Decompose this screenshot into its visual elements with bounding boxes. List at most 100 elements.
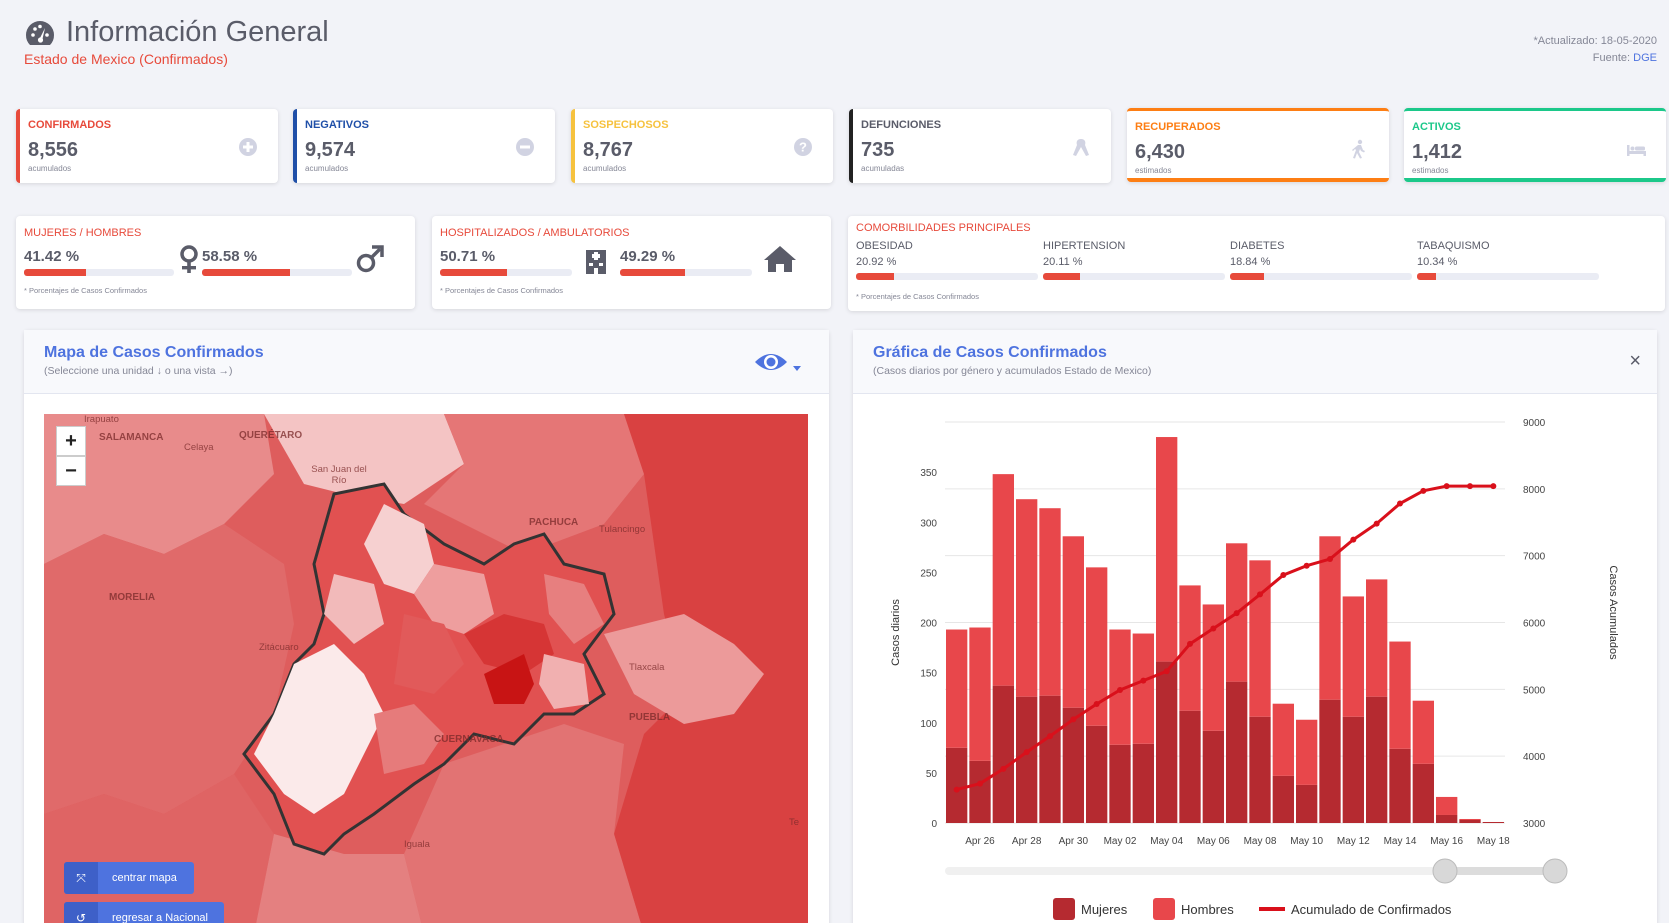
bar-mujeres	[1366, 696, 1388, 823]
cumulative-point	[1303, 562, 1310, 569]
bar-mujeres	[1459, 819, 1481, 823]
comorbidity-label: OBESIDAD	[856, 240, 913, 252]
stat-value: 6,430	[1135, 141, 1186, 163]
bar-mujeres	[1109, 744, 1131, 823]
stat-label: ACTIVOS	[1412, 121, 1461, 133]
close-chart-button[interactable]: ×	[1629, 350, 1641, 372]
female-icon	[180, 245, 198, 273]
x-tick-label: May 12	[1337, 836, 1370, 847]
bar-hombres	[1459, 818, 1481, 820]
map-place-label: Tulancingo	[599, 524, 646, 535]
map-place-label: Iguala	[404, 839, 430, 850]
bar-mujeres	[1202, 730, 1224, 823]
bar-mujeres	[1296, 784, 1318, 823]
stat-sublabel: acumulados	[305, 164, 349, 173]
bar-hombres	[992, 474, 1014, 686]
hospital-note: * Porcentajes de Casos Confirmados	[440, 286, 563, 295]
svg-text:?: ?	[799, 140, 807, 155]
bar-hombres	[1342, 596, 1364, 717]
confirmed-cases-chart: 3000 4000 5000 6000 7000 8000 9000 0 50 100 150 200…	[890, 418, 1619, 920]
comorbidity-label: TABAQUISMO	[1417, 240, 1490, 252]
chart-panel: Gráfica de Casos Confirmados (Casos diar…	[853, 330, 1657, 923]
cumulative-point	[1210, 625, 1217, 632]
stat-value: 1,412	[1412, 141, 1463, 163]
bar-mujeres	[1249, 716, 1271, 823]
male-icon	[356, 245, 384, 273]
stat-label: CONFIRMADOS	[28, 119, 112, 131]
bar-mujeres	[1226, 681, 1248, 823]
cumulative-point	[1467, 483, 1473, 490]
zoom-in-button[interactable]: +	[56, 426, 86, 456]
comorbidity-bar	[1043, 273, 1225, 280]
bar-hombres	[1132, 633, 1154, 744]
range-slider-handle-right[interactable]	[1542, 858, 1568, 884]
stat-sublabel: acumulados	[583, 164, 627, 173]
comorbidity-bar	[856, 273, 1038, 280]
range-slider-track	[945, 867, 1525, 875]
cumulative-point	[1117, 687, 1123, 694]
men-pct: 58.58 %	[202, 248, 258, 265]
updated-date: *Actualizado: 18-05-2020	[1533, 35, 1657, 47]
bar-hombres	[946, 629, 968, 748]
source-label: Fuente:	[1592, 52, 1631, 64]
comorbidity-label: HIPERTENSION	[1043, 240, 1126, 252]
home-icon	[764, 246, 796, 272]
cumulative-point	[1443, 483, 1450, 490]
y-axis-title: Casos diarios	[890, 599, 902, 666]
hospitalized-pct: 50.71 %	[440, 248, 496, 265]
legend-swatch-mujeres	[1053, 898, 1075, 920]
gender-title: MUJERES / HOMBRES	[24, 227, 142, 239]
cumulative-point	[953, 786, 960, 793]
bar-hombres	[1296, 719, 1318, 785]
map-regions[interactable]	[44, 414, 808, 923]
comorbidity-pct: 18.84 %	[1230, 256, 1271, 268]
bar-mujeres	[992, 685, 1014, 823]
comorbidities-note: * Porcentajes de Casos Confirmados	[856, 292, 979, 301]
cumulative-point	[1350, 536, 1357, 543]
y-tick-label: 100	[920, 719, 937, 730]
bar-mujeres	[1179, 710, 1201, 823]
x-tick-label: May 10	[1290, 836, 1323, 847]
map-place-label: Tlaxcala	[629, 662, 665, 673]
stat-value: 9,574	[305, 139, 356, 161]
hospitalized-bar	[440, 269, 572, 276]
y2-tick-label: 8000	[1523, 485, 1546, 496]
cumulative-point	[1373, 520, 1380, 527]
y-tick-label: 350	[920, 468, 937, 479]
center-map-button[interactable]: ⤧ centrar mapa	[64, 862, 194, 894]
x-tick-label: Apr 26	[965, 836, 995, 847]
chart-panel-subtitle: (Casos diarios por género y acumulados E…	[873, 365, 1152, 377]
map-place-label: CUERNAVACA	[434, 734, 504, 745]
map-place-label: San Juan del Río	[311, 464, 367, 486]
stat-card-confirmados: CONFIRMADOS 8,556 acumulados	[16, 109, 278, 183]
comorbidities-card: COMORBILIDADES PRINCIPALES OBESIDAD 20.92…	[848, 216, 1665, 311]
stat-label: RECUPERADOS	[1135, 121, 1221, 133]
bar-mujeres	[1482, 821, 1504, 823]
view-dropdown-eye-icon[interactable]	[753, 346, 805, 378]
stat-value: 735	[861, 139, 895, 161]
bar-hombres	[1389, 641, 1411, 749]
map-place-label: Te	[789, 817, 800, 828]
bar-hombres	[1272, 703, 1294, 776]
range-slider-handle-left[interactable]	[1432, 858, 1458, 884]
bar-mujeres	[1132, 743, 1154, 823]
y2-tick-label: 4000	[1523, 752, 1546, 763]
bar-mujeres	[1319, 699, 1341, 823]
stat-label: NEGATIVOS	[305, 119, 369, 131]
confirmed-cases-map[interactable]: Irapuato SALAMANCA Celaya QUERÉTARO San Juan…	[44, 414, 808, 923]
bar-mujeres	[1342, 716, 1364, 823]
bar-hombres	[1039, 508, 1061, 696]
source-line: Fuente: DGE	[1593, 52, 1657, 64]
bar-hombres	[1086, 567, 1108, 726]
y2-tick-label: 9000	[1523, 418, 1546, 429]
range-slider-selection	[1445, 867, 1555, 875]
zoom-out-button[interactable]: −	[56, 456, 86, 486]
stat-label: DEFUNCIONES	[861, 119, 942, 131]
source-link[interactable]: DGE	[1633, 52, 1657, 64]
men-bar	[202, 269, 352, 276]
cumulative-point	[1490, 483, 1497, 490]
y2-tick-label: 7000	[1523, 552, 1546, 563]
back-to-national-button[interactable]: ↺ regresar a Nacional	[64, 902, 224, 923]
cumulative-point	[1070, 716, 1077, 723]
cumulative-point	[1163, 668, 1170, 675]
